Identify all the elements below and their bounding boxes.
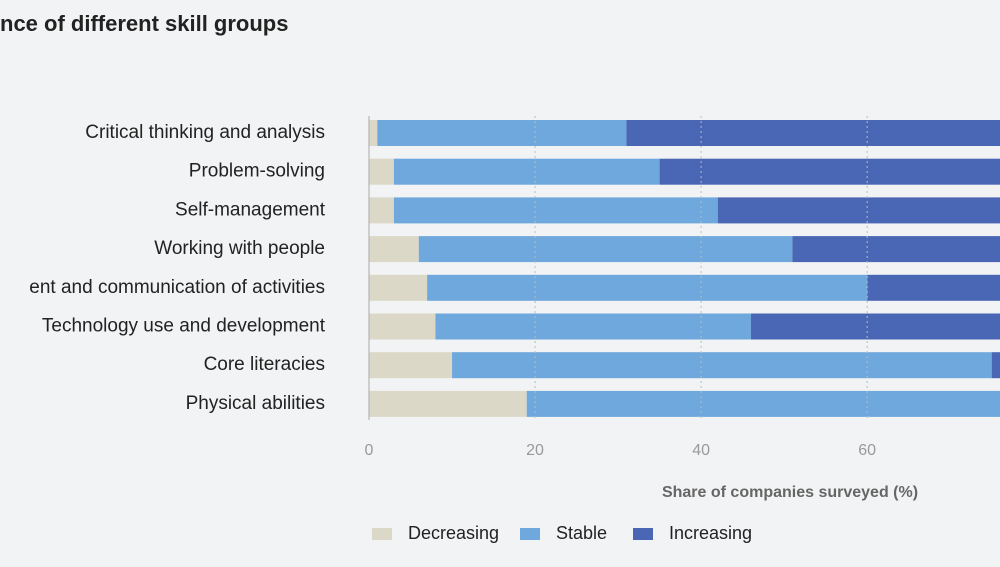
bar-segment	[393, 197, 718, 224]
bar-segment	[991, 352, 1000, 379]
bar-segment	[369, 274, 428, 301]
y-tick-label: Core literacies	[204, 354, 325, 375]
bar-segment	[750, 313, 1000, 340]
bar-segment	[792, 236, 1000, 263]
legend-swatch	[372, 528, 392, 540]
legend-swatch	[520, 528, 540, 540]
y-tick-label: Technology use and development	[42, 316, 326, 337]
legend-label: Decreasing	[408, 523, 499, 543]
bar-segment	[418, 236, 793, 263]
y-tick-label: ent and communication of activities	[29, 277, 325, 298]
bar-segment	[427, 274, 868, 301]
x-tick-label: 0	[365, 442, 374, 459]
y-tick-label: Physical abilities	[186, 393, 325, 414]
bar-segment	[369, 197, 394, 224]
y-tick-label: Working with people	[154, 238, 325, 259]
bar-segment	[626, 120, 1000, 146]
legend-label: Increasing	[669, 523, 752, 543]
legend-label: Stable	[556, 523, 607, 543]
x-axis-label: Share of companies surveyed (%)	[662, 484, 918, 501]
bar-segment	[369, 236, 419, 263]
bar-segment	[526, 390, 1000, 417]
bar-segment	[452, 352, 992, 379]
x-tick-label: 40	[692, 442, 710, 459]
chart-title: nce of different skill groups	[0, 11, 288, 36]
bar-segment	[369, 120, 378, 146]
x-tick-label: 20	[526, 442, 544, 459]
bar-segment	[659, 158, 1000, 185]
bar-segment	[393, 158, 660, 185]
y-tick-label: Critical thinking and analysis	[85, 122, 325, 143]
bar-segment	[717, 197, 1000, 224]
bar-segment	[377, 120, 627, 146]
legend-swatch	[633, 528, 653, 540]
bar-segment	[369, 313, 436, 340]
bar-segment	[369, 352, 453, 379]
plot-area	[369, 120, 1000, 417]
bar-segment	[435, 313, 751, 340]
y-tick-label: Problem-solving	[189, 161, 325, 182]
x-tick-label: 60	[858, 442, 876, 459]
bar-segment	[369, 158, 394, 185]
bar-segment	[369, 390, 527, 417]
bar-segment	[867, 274, 1000, 301]
y-tick-label: Self-management	[175, 199, 326, 220]
